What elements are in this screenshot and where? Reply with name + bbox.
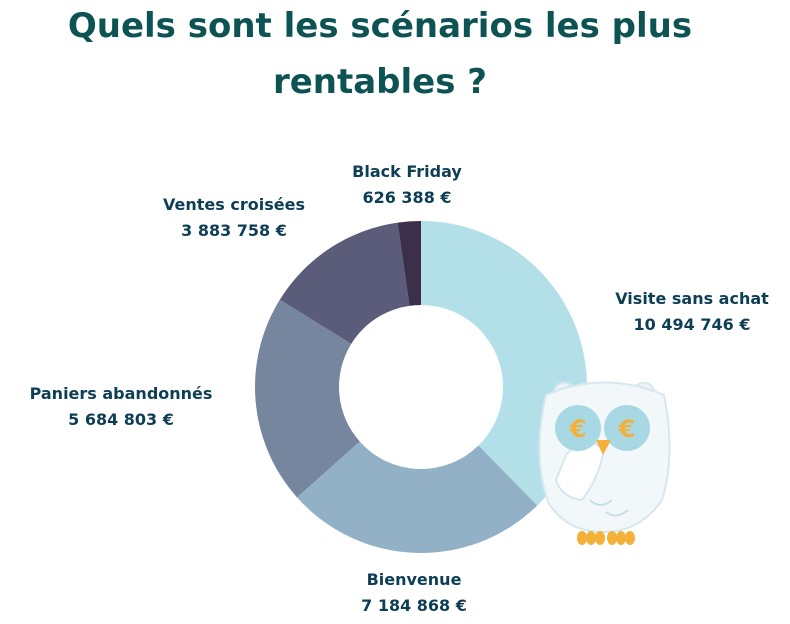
euro-eye-icon: € (569, 415, 587, 443)
donut-slices (255, 221, 587, 553)
donut-slice-paniers-abandonnes (255, 299, 360, 498)
slice-label-black-friday: Black Friday 626 388 € (352, 162, 462, 207)
slice-label-visite-sans-achat: Visite sans achat 10 494 746 € (615, 289, 769, 334)
slice-label-name: Bienvenue (367, 570, 462, 589)
slice-label-ventes-croisees: Ventes croisées 3 883 758 € (163, 195, 305, 240)
owl-body (538, 381, 671, 534)
owl-eye-left (555, 405, 601, 451)
slice-label-paniers-abandonnes: Paniers abandonnés 5 684 803 € (30, 384, 213, 429)
slice-label-value: 10 494 746 € (634, 315, 751, 334)
slice-label-name: Visite sans achat (615, 289, 769, 308)
owl-beak (596, 440, 611, 455)
owl-feet (577, 531, 635, 545)
slice-label-value: 3 883 758 € (181, 221, 287, 240)
slice-label-value: 626 388 € (362, 188, 451, 207)
slice-label-name: Black Friday (352, 162, 462, 181)
donut-slice-black-friday (397, 221, 421, 306)
slice-label-name: Ventes croisées (163, 195, 305, 214)
slice-label-bienvenue: Bienvenue 7 184 868 € (361, 570, 467, 615)
chart-title-line-2: rentables ? (272, 62, 488, 102)
slice-label-value: 7 184 868 € (361, 596, 467, 615)
owl-feather (605, 509, 629, 517)
slice-label-name: Paniers abandonnés (30, 384, 213, 403)
donut-slice-bienvenue (296, 441, 538, 553)
owl-eye-right (604, 405, 650, 451)
owl-feather (589, 499, 613, 506)
owl-mascot-icon: € € (538, 381, 671, 545)
donut-slice-ventes-croisees (279, 222, 410, 344)
slice-label-value: 5 684 803 € (68, 410, 174, 429)
chart-title-line-1: Quels sont les scénarios les plus (67, 6, 693, 46)
euro-eye-icon: € (618, 415, 636, 443)
chart-title: Quels sont les scénarios les plus rentab… (0, 0, 760, 110)
